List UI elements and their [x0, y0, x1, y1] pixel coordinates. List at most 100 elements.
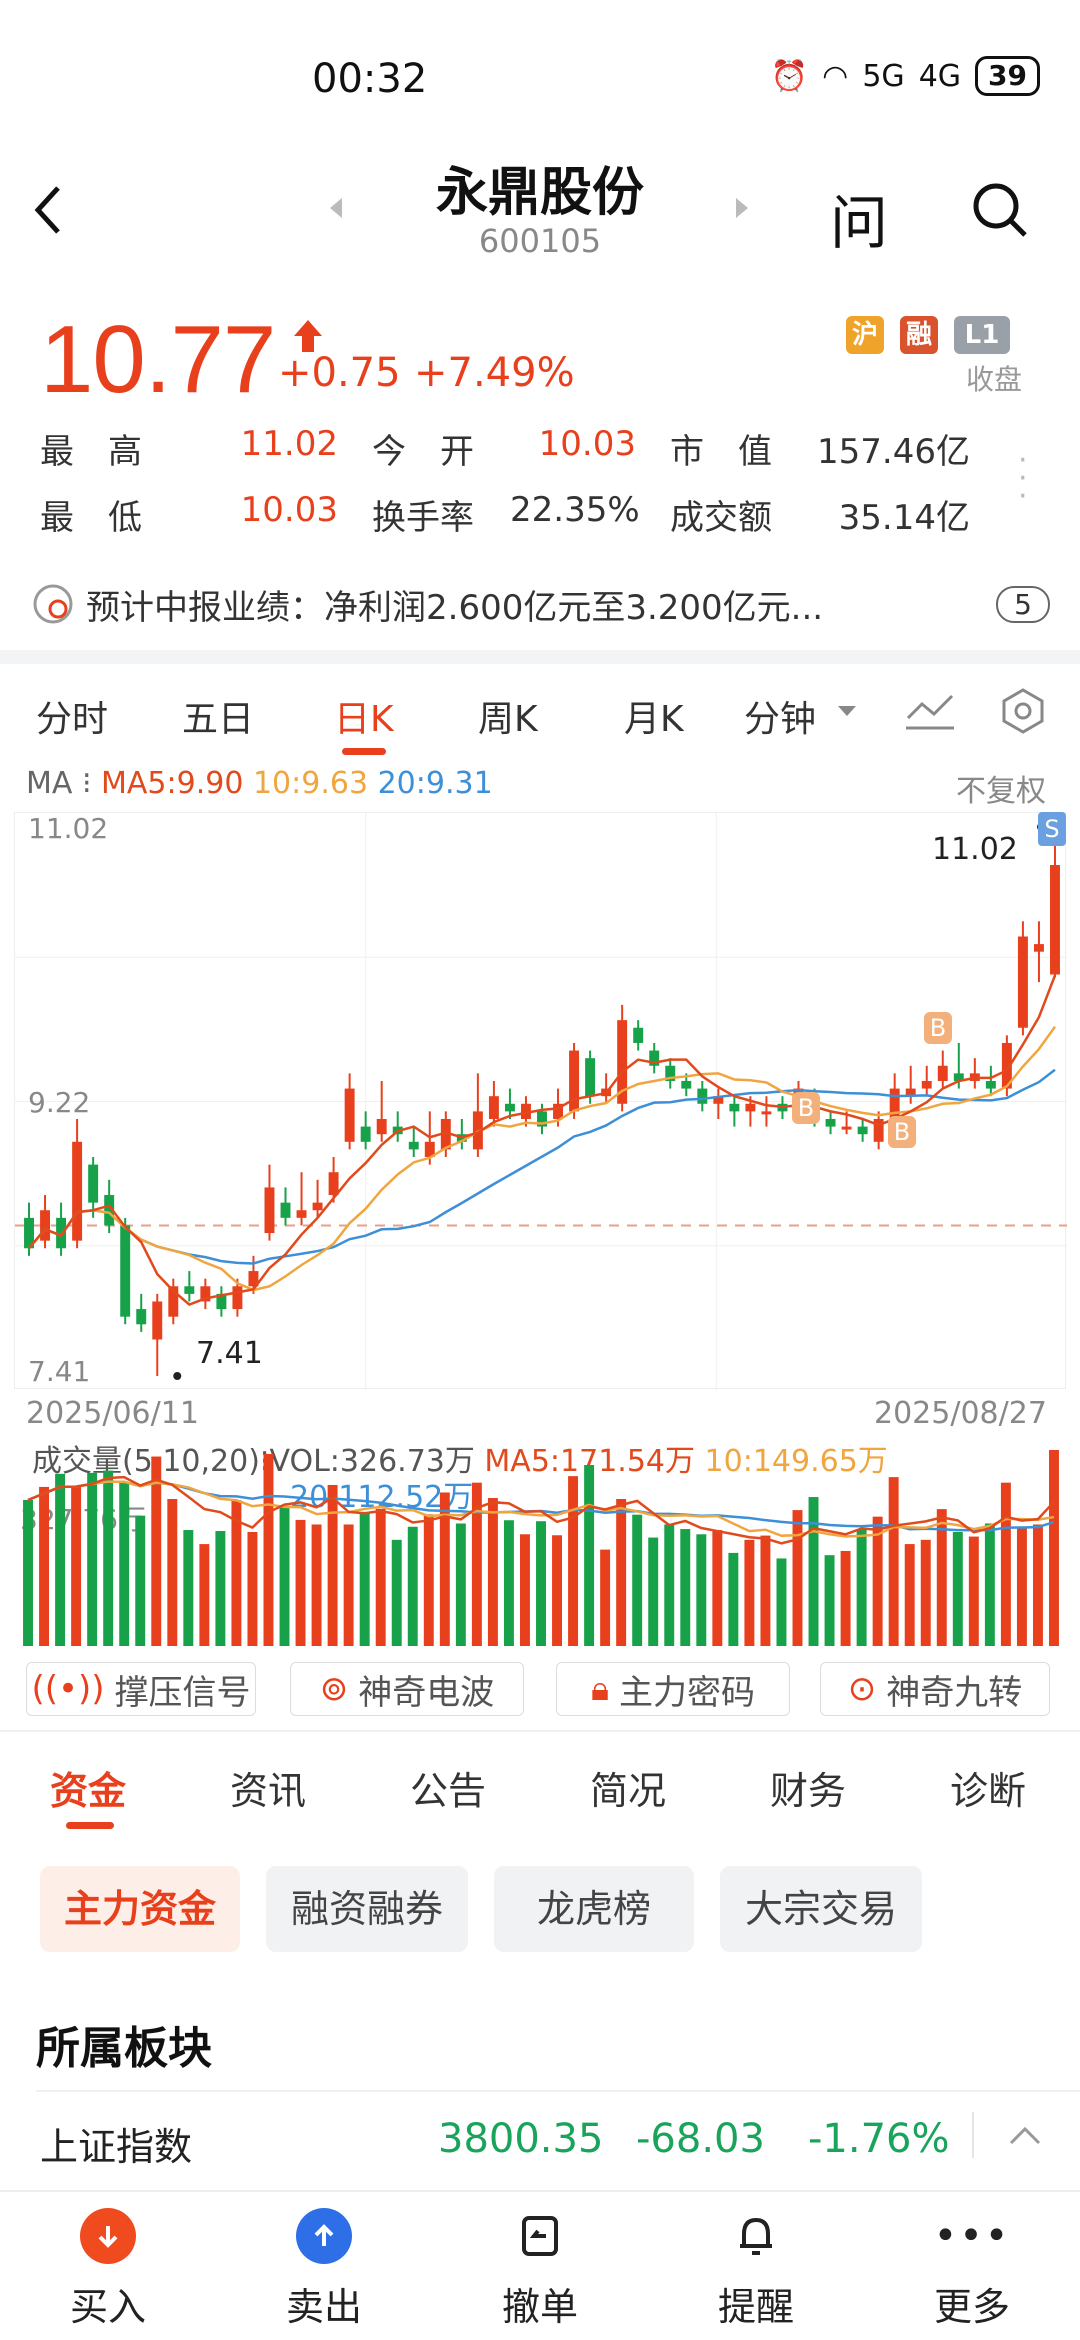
tag-l1[interactable]: L1	[954, 316, 1010, 354]
signal-magic-nine[interactable]: ⊙ 神奇九转	[820, 1662, 1050, 1716]
prev-stock-icon[interactable]	[330, 198, 342, 218]
tab-finance[interactable]: 财务	[770, 1769, 847, 1813]
signal-support-resistance[interactable]: ((•)) 撑压信号	[26, 1662, 256, 1716]
buy-button[interactable]: 买入	[38, 2208, 178, 2331]
chevron-up-icon[interactable]	[1008, 2124, 1042, 2146]
volume-bar	[263, 1453, 274, 1646]
wave-icon: ⊚	[319, 1669, 349, 1709]
volume-bar	[872, 1516, 883, 1646]
high-value: 11.02	[240, 424, 338, 464]
notice-count[interactable]: 5	[996, 585, 1050, 623]
y-mid-label: 9.22	[28, 1086, 91, 1119]
candle-body	[56, 1217, 67, 1249]
candle-body	[136, 1309, 147, 1325]
volume-bar	[632, 1514, 643, 1646]
signal-main-code[interactable]: 🔒︎ 主力密码	[556, 1662, 790, 1716]
candle-body	[232, 1286, 243, 1310]
chip-block-trade[interactable]: 大宗交易	[720, 1866, 922, 1952]
low-marker	[173, 1372, 182, 1380]
volume-bar	[808, 1497, 819, 1646]
volume-bar	[968, 1536, 979, 1646]
tab-funds[interactable]: 资金	[50, 1769, 127, 1813]
tab-intraday[interactable]: 分时	[36, 699, 109, 740]
volume-bar	[824, 1555, 835, 1646]
volume-bar	[856, 1529, 867, 1646]
volume-bar	[744, 1539, 755, 1646]
volume-bar	[295, 1519, 306, 1646]
tab-daily-k[interactable]: 日K	[334, 699, 394, 740]
adjust-toggle[interactable]: 不复权	[956, 774, 1046, 809]
ask-button[interactable]: 问	[830, 189, 889, 257]
more-button[interactable]: ••• 更多	[902, 2208, 1042, 2331]
buy-signal-badge[interactable]: B	[888, 1116, 916, 1148]
tab-announcements[interactable]: 公告	[410, 1769, 487, 1813]
tab-5day[interactable]: 五日	[182, 699, 255, 740]
search-icon[interactable]	[970, 180, 1030, 240]
more-dots-icon[interactable]: · · ·	[1018, 443, 1028, 514]
volume-bar	[792, 1510, 803, 1646]
next-stock-icon[interactable]	[736, 198, 748, 218]
close-label: 收盘	[966, 363, 1023, 396]
candle-body	[376, 1118, 387, 1135]
index-change: -68.03	[636, 2116, 765, 2162]
volume-bar	[71, 1485, 82, 1646]
index-name[interactable]: 上证指数	[40, 2125, 193, 2169]
candle-body	[617, 1020, 628, 1104]
sell-signal-badge[interactable]: S	[1038, 812, 1066, 846]
tab-news[interactable]: 资讯	[230, 1769, 307, 1813]
candle-body	[296, 1210, 307, 1218]
volume-bar	[135, 1515, 146, 1646]
candle-body	[1033, 944, 1044, 952]
divider	[972, 2112, 974, 2158]
candle-body	[344, 1088, 355, 1142]
clock: 00:32	[312, 56, 428, 102]
volume-bar	[215, 1531, 226, 1646]
volume-bar	[776, 1558, 787, 1646]
tab-monthly-k[interactable]: 月K	[624, 699, 684, 740]
chip-dragon-tiger[interactable]: 龙虎榜	[494, 1866, 694, 1952]
candle-body	[905, 1088, 916, 1097]
kline-chart[interactable]	[14, 812, 1067, 1390]
chip-margin[interactable]: 融资融券	[266, 1866, 468, 1952]
price-change-pct: +7.49%	[414, 350, 575, 396]
ma5-value: MA5:9.90	[101, 766, 244, 801]
tab-diagnosis[interactable]: 诊断	[950, 1769, 1027, 1813]
volume-bar	[279, 1505, 290, 1646]
signal-5g-icon: 5G	[862, 58, 905, 94]
candle-body	[1001, 1042, 1012, 1089]
signal-magic-wave[interactable]: ⊚ 神奇电波	[290, 1662, 524, 1716]
arrow-down-icon	[80, 2208, 136, 2264]
index-change-pct: -1.76%	[808, 2116, 950, 2162]
indicator-icon[interactable]	[904, 688, 956, 732]
candle-body	[24, 1217, 34, 1249]
candle-body	[360, 1126, 371, 1142]
amount-label: 成交额	[670, 498, 772, 538]
volume-bar	[680, 1529, 691, 1646]
chevron-down-icon[interactable]	[838, 706, 856, 716]
chip-main-funds[interactable]: 主力资金	[40, 1866, 240, 1952]
volume-bar	[936, 1509, 947, 1646]
y-min-label: 7.41	[28, 1355, 91, 1388]
volume-bar	[536, 1521, 546, 1646]
low-label: 最 低	[40, 498, 142, 538]
tab-minute[interactable]: 分钟	[744, 699, 817, 740]
date-start: 2025/06/11	[26, 1396, 199, 1431]
tab-weekly-k[interactable]: 周K	[478, 699, 538, 740]
bell-icon	[728, 2208, 784, 2264]
arrow-up-icon	[294, 320, 322, 352]
back-icon[interactable]	[30, 180, 70, 240]
volume-bar	[119, 1482, 130, 1646]
buy-signal-badge[interactable]: B	[792, 1092, 820, 1124]
sell-button[interactable]: 卖出	[254, 2208, 394, 2331]
open-label: 今 开	[372, 432, 474, 472]
tab-profile[interactable]: 简况	[590, 1769, 667, 1813]
cancel-order-button[interactable]: 撤单	[470, 2208, 610, 2331]
volume-bar	[519, 1534, 530, 1646]
candle-body	[520, 1103, 531, 1119]
earnings-notice[interactable]: 预计中报业绩：净利润2.600亿元至3.200亿元... 5	[30, 578, 1050, 630]
buy-signal-badge[interactable]: B	[924, 1012, 952, 1044]
alert-button[interactable]: 提醒	[686, 2208, 826, 2331]
settings-icon[interactable]	[998, 686, 1048, 736]
volume-chart[interactable]	[14, 1440, 1066, 1646]
stock-name: 永鼎股份	[435, 163, 644, 223]
